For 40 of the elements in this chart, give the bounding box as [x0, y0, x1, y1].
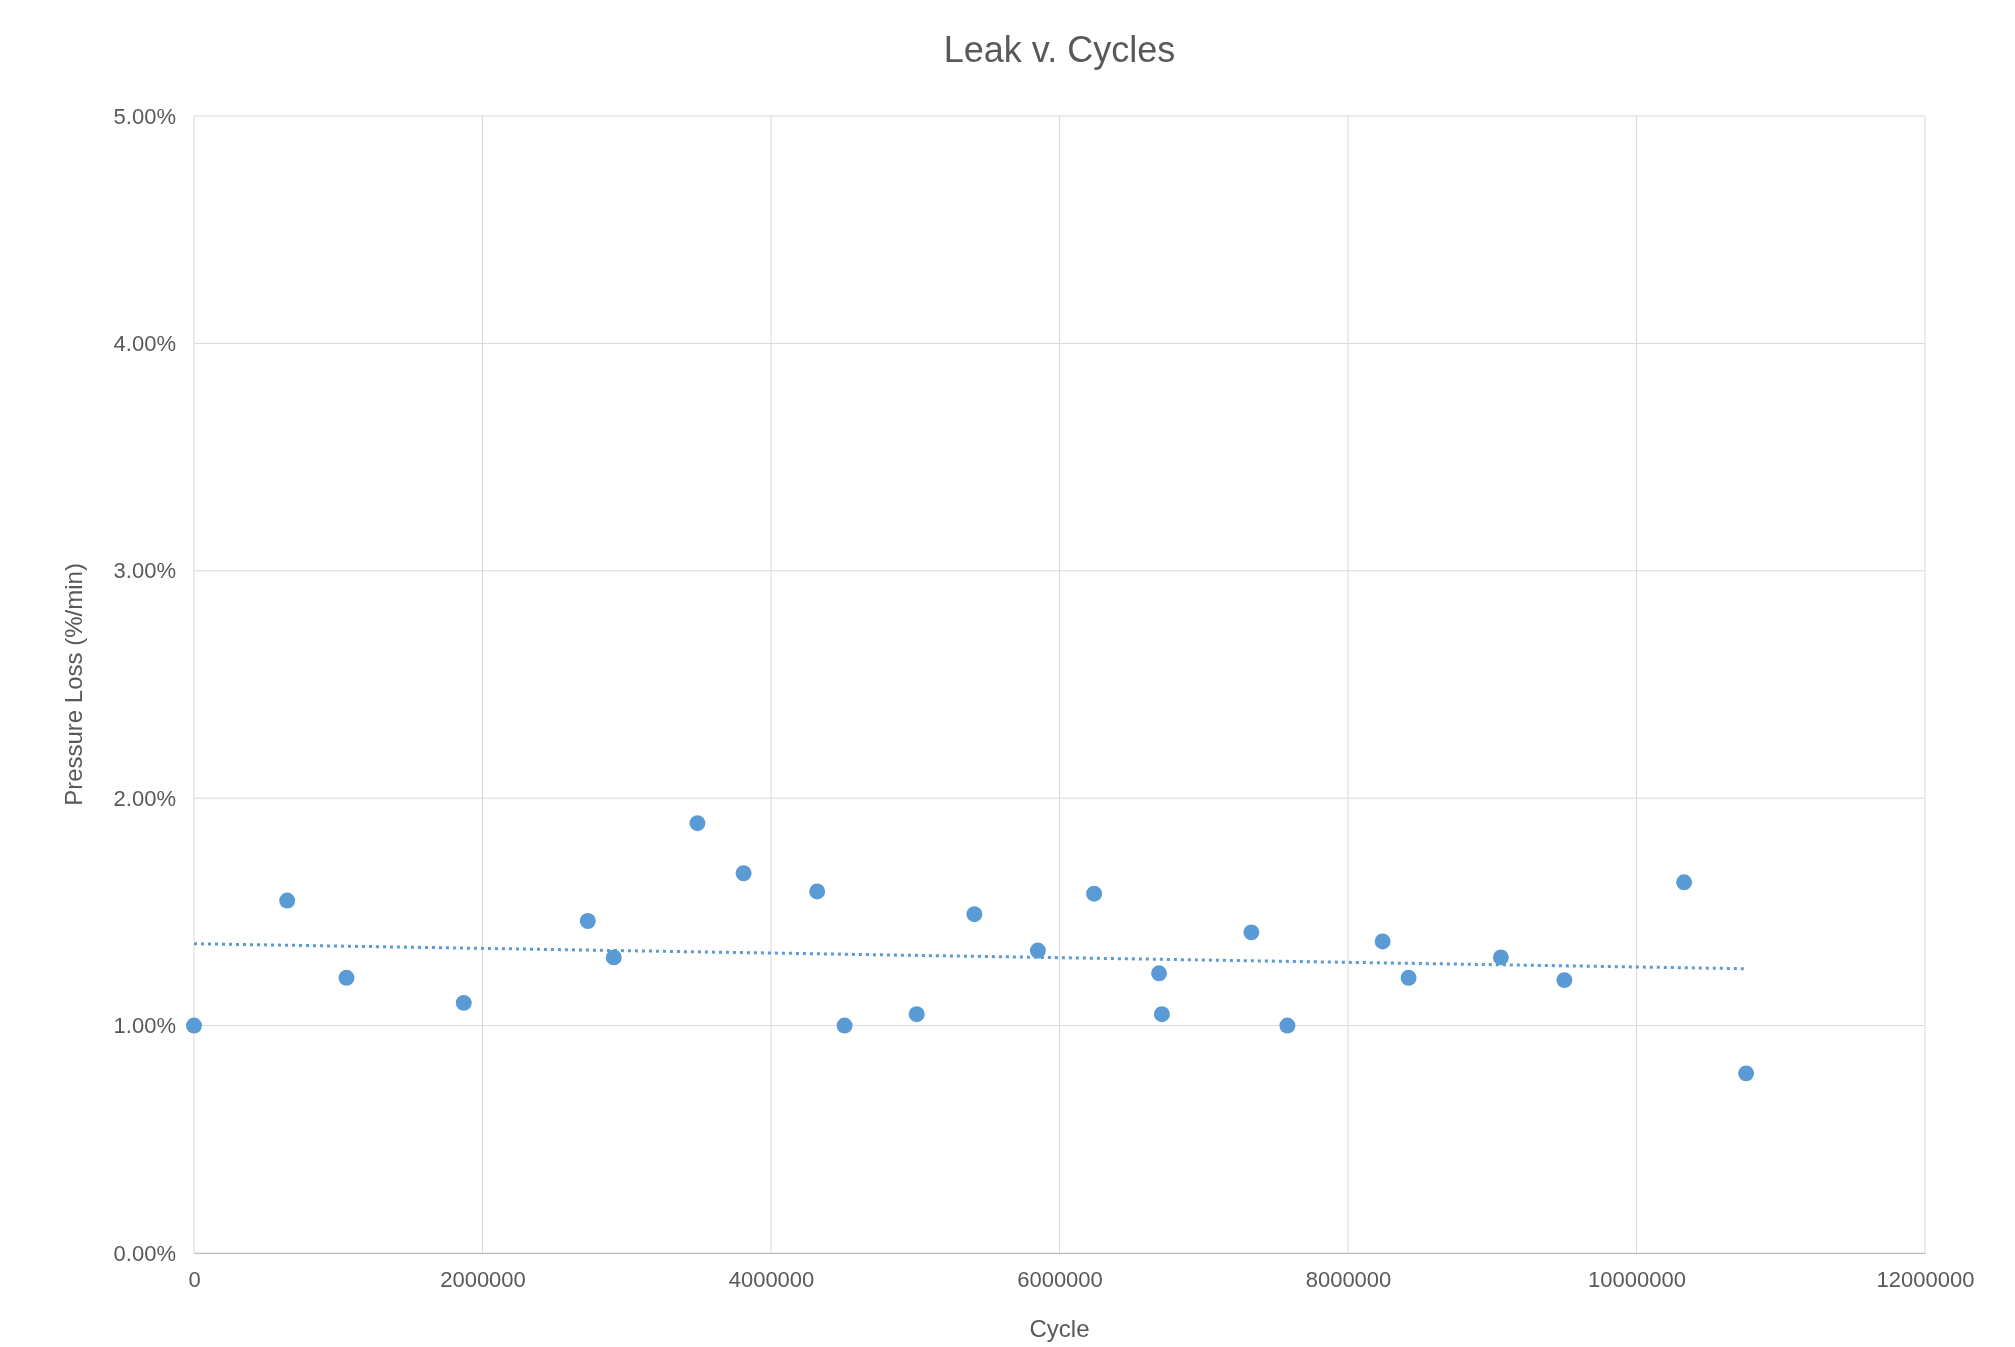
x-tick-label: 8000000 [1305, 1266, 1392, 1292]
point [1676, 874, 1693, 891]
x-tick-label: 6000000 [1017, 1266, 1103, 1292]
point [1029, 942, 1046, 959]
y-tick-label: 0.00% [113, 1240, 176, 1266]
y-tick-label: 5.00% [113, 103, 176, 129]
point [1400, 969, 1417, 986]
point [1243, 924, 1260, 941]
point [1153, 1006, 1170, 1023]
x-axis-title: Cycle [1029, 1315, 1090, 1342]
point [1556, 972, 1573, 989]
point [1086, 885, 1103, 902]
point [735, 865, 752, 882]
y-tick-label: 4.00% [113, 330, 176, 356]
point [279, 892, 296, 909]
point [605, 949, 622, 966]
point [1738, 1065, 1755, 1082]
point [579, 913, 596, 929]
point [455, 994, 472, 1011]
x-tick-label: 12000000 [1876, 1266, 1975, 1292]
x-tick-label: 4000000 [728, 1266, 815, 1292]
point [836, 1017, 853, 1034]
point [1151, 965, 1168, 982]
x-tick-label: 0 [188, 1266, 201, 1292]
y-axis-title: Pressure Loss (%/min) [60, 563, 87, 806]
point [1374, 933, 1391, 950]
y-tick-label: 3.00% [113, 558, 176, 584]
y-tick-label: 1.00% [113, 1013, 176, 1039]
x-tick-label: 2000000 [440, 1266, 526, 1292]
y-tick-label: 2.00% [113, 785, 176, 811]
x-tick-label: 10000000 [1588, 1266, 1686, 1292]
chart-title: Leak v. Cycles [943, 29, 1176, 70]
point [338, 969, 355, 986]
point [689, 815, 706, 832]
point [186, 1017, 202, 1034]
point [1279, 1017, 1296, 1034]
point [908, 1006, 925, 1023]
point [1492, 949, 1509, 966]
point [809, 883, 826, 900]
point [966, 906, 983, 923]
